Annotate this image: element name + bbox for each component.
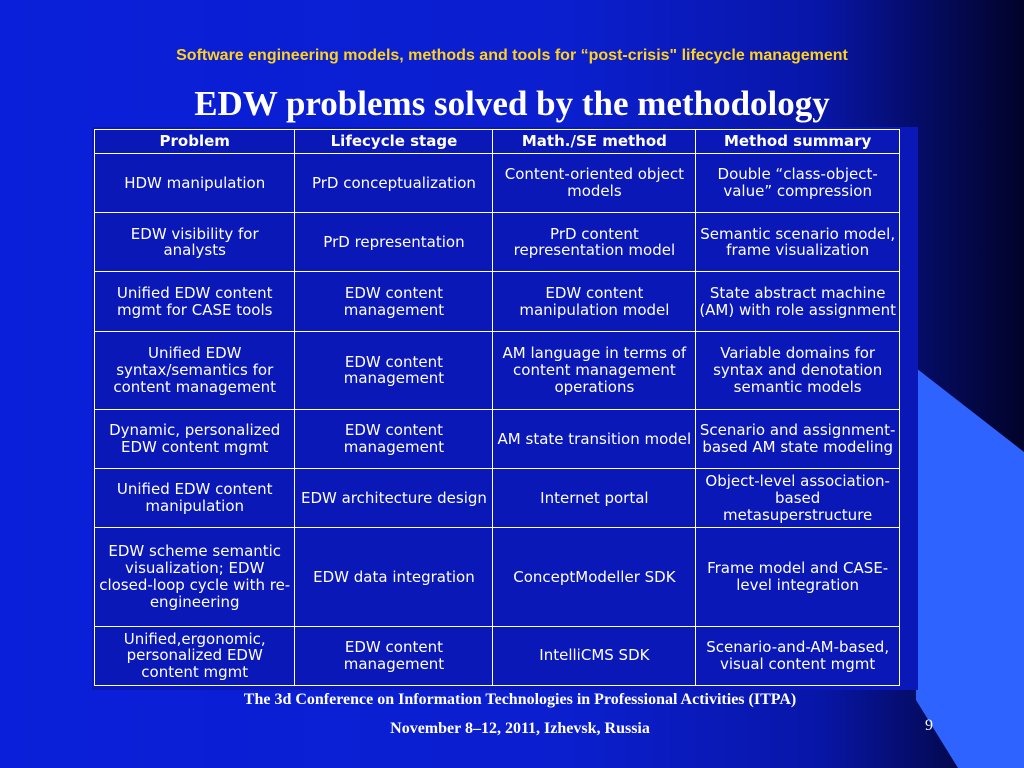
cell-problem: Unified EDW content manipulation <box>93 468 296 529</box>
cell-method: Internet portal <box>492 468 697 529</box>
cell-problem: EDW visibility for analysts <box>93 212 296 273</box>
header-method: Math./SE method <box>492 129 697 154</box>
cell-lifecycle-stage: EDW content management <box>294 408 494 470</box>
cell-method: Content-oriented object models <box>492 152 697 214</box>
table-row: EDW visibility for analysts PrD represen… <box>93 212 900 273</box>
cell-method-summary: Semantic scenario model, frame visualiza… <box>695 212 900 273</box>
cell-method-summary: Double “class-object-value” compression <box>695 152 900 214</box>
cell-method-summary: State abstract machine (AM) with role as… <box>695 271 900 332</box>
cell-lifecycle-stage: EDW content management <box>294 330 494 410</box>
cell-lifecycle-stage: EDW content management <box>294 271 494 332</box>
cell-problem: Unified EDW content mgmt for CASE tools <box>93 271 296 332</box>
cell-lifecycle-stage: EDW architecture design <box>294 468 494 529</box>
table-row: Unified EDW content mgmt for CASE tools … <box>93 271 900 332</box>
cell-method-summary: Frame model and CASE-level integration <box>695 527 900 627</box>
cell-lifecycle-stage: PrD conceptualization <box>294 152 494 214</box>
slide-subtitle: Software engineering models, methods and… <box>176 47 848 64</box>
table-row: Unified,ergonomic, personalized EDW cont… <box>93 625 900 687</box>
cell-method-summary: Variable domains for syntax and denotati… <box>695 330 900 410</box>
table-row: EDW scheme semantic visualization; EDW c… <box>93 527 900 627</box>
header-problem: Problem <box>93 129 296 154</box>
cell-method: ConceptModeller SDK <box>492 527 697 627</box>
cell-method: AM state transition model <box>492 408 697 470</box>
cell-method: EDW content manipulation model <box>492 271 697 332</box>
cell-problem: EDW scheme semantic visualization; EDW c… <box>93 527 296 627</box>
cell-method-summary: Scenario-and-AM-based, visual content mg… <box>695 625 900 687</box>
table-row: Dynamic, personalized EDW content mgmt E… <box>93 408 900 470</box>
table-row: Unified EDW content manipulation EDW arc… <box>93 468 900 529</box>
page-number: 9 <box>925 717 933 734</box>
header-method-summary: Method summary <box>695 129 900 154</box>
cell-problem: Unified EDW syntax/semantics for content… <box>93 330 296 410</box>
cell-problem: HDW manipulation <box>93 152 296 214</box>
cell-problem: Dynamic, personalized EDW content mgmt <box>93 408 296 470</box>
methodology-table: Problem Lifecycle stage Math./SE method … <box>93 129 900 687</box>
table-row: HDW manipulation PrD conceptualization C… <box>93 152 900 214</box>
cell-method: AM language in terms of content manageme… <box>492 330 697 410</box>
cell-lifecycle-stage: EDW data integration <box>294 527 494 627</box>
cell-method: IntelliCMS SDK <box>492 625 697 687</box>
footer-date-location: November 8–12, 2011, Izhevsk, Russia <box>390 720 650 737</box>
table-row: Unified EDW syntax/semantics for content… <box>93 330 900 410</box>
table-header-row: Problem Lifecycle stage Math./SE method … <box>93 129 900 154</box>
footer-conference: The 3d Conference on Information Technol… <box>243 691 797 708</box>
cell-lifecycle-stage: PrD representation <box>294 212 494 273</box>
cell-method-summary: Scenario and assignment-based AM state m… <box>695 408 900 470</box>
header-lifecycle-stage: Lifecycle stage <box>294 129 494 154</box>
slide-title: EDW problems solved by the methodology <box>194 84 830 123</box>
cell-problem: Unified,ergonomic, personalized EDW cont… <box>93 625 296 687</box>
cell-method: PrD content representation model <box>492 212 697 273</box>
methodology-table-container: Problem Lifecycle stage Math./SE method … <box>92 127 918 690</box>
cell-method-summary: Object-level association-based metasuper… <box>695 468 900 529</box>
cell-lifecycle-stage: EDW content management <box>294 625 494 687</box>
